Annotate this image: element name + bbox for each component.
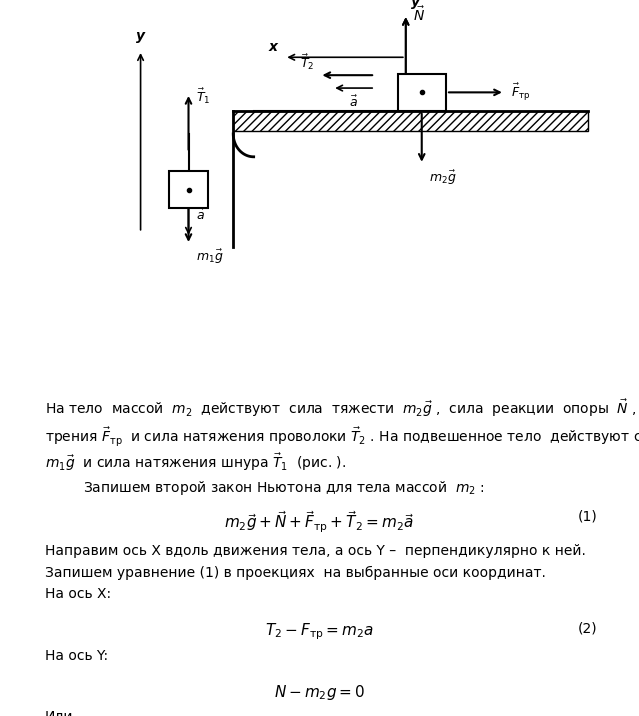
Text: $m_2\vec{g}+\vec{N}+\vec{F}_{\rm тр}+\vec{T}_2=m_2\vec{a}$: $m_2\vec{g}+\vec{N}+\vec{F}_{\rm тр}+\ve… [224, 510, 415, 536]
Bar [233, 111, 588, 131]
Text: Запишем второй закон Ньютона для тела массой  $m_2$ :: Запишем второй закон Ньютона для тела ма… [83, 479, 485, 497]
Text: y: y [411, 0, 420, 9]
Text: $T_2-F_{\rm тр}=m_2a$: $T_2-F_{\rm тр}=m_2a$ [265, 621, 374, 642]
Text: (2): (2) [578, 621, 597, 636]
Text: $\vec{T}_1$: $\vec{T}_1$ [196, 87, 211, 107]
Text: $N-m_2g=0$: $N-m_2g=0$ [274, 683, 365, 702]
Bar [169, 171, 208, 208]
Text: Запишем уравнение (1) в проекциях  на выбранные оси координат.: Запишем уравнение (1) в проекциях на выб… [45, 566, 546, 580]
Text: x: x [269, 39, 278, 54]
Text: $m_2\vec{g}$: $m_2\vec{g}$ [429, 168, 457, 187]
Text: $\vec{a}$: $\vec{a}$ [196, 208, 206, 223]
Text: $m_1\vec{g}$: $m_1\vec{g}$ [196, 248, 224, 266]
Text: y: y [136, 29, 145, 43]
Text: (1): (1) [578, 510, 597, 524]
Text: $m_1\vec{g}$  и сила натяжения шнура $\vec{T}_1$  (рис. ).: $m_1\vec{g}$ и сила натяжения шнура $\ve… [45, 452, 346, 473]
Text: $\vec{T}_2$: $\vec{T}_2$ [300, 52, 314, 72]
Text: Направим ось X вдоль движения тела, а ось Y –  перпендикулярно к ней.: Направим ось X вдоль движения тела, а ос… [45, 544, 585, 558]
Text: $\vec{a}$: $\vec{a}$ [349, 95, 358, 110]
Bar [397, 74, 446, 111]
Text: $\vec{N}$: $\vec{N}$ [413, 5, 426, 24]
Text: На тело  массой  $m_2$  действуют  сила  тяжести  $m_2\vec{g}$ ,  сила  реакции : На тело массой $m_2$ действуют сила тяже… [45, 397, 639, 419]
Text: На ось X:: На ось X: [45, 587, 111, 601]
Text: Или: Или [45, 710, 73, 716]
Text: На ось Y:: На ось Y: [45, 649, 108, 663]
Text: $\vec{F}_{\rm тр}$: $\vec{F}_{\rm тр}$ [511, 82, 530, 103]
Text: трения $\vec{F}_{\mathrm{тр}}$  и сила натяжения проволоки $\vec{T}_2$ . На подв: трения $\vec{F}_{\mathrm{тр}}$ и сила на… [45, 425, 639, 448]
